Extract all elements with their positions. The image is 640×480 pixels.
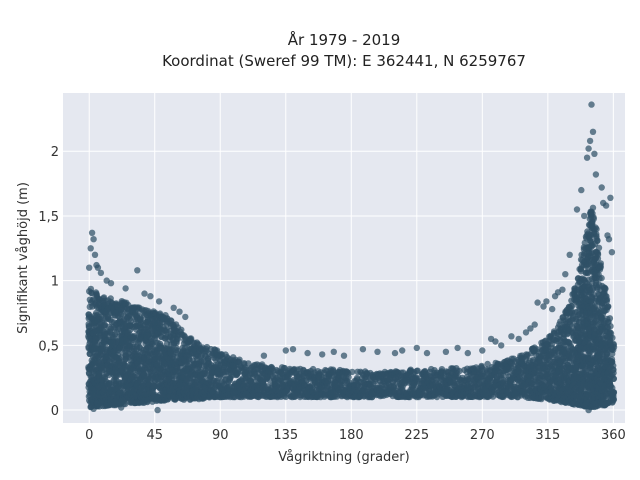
data-point <box>344 369 351 376</box>
data-point <box>478 362 485 370</box>
data-point <box>281 364 288 372</box>
scatter-points <box>85 101 618 414</box>
data-point <box>345 374 352 381</box>
data-point <box>589 204 597 211</box>
data-point <box>586 367 593 374</box>
data-point <box>245 360 252 367</box>
data-point <box>568 302 575 310</box>
data-point <box>199 357 206 364</box>
chart-title: År 1979 - 2019 <box>288 30 401 49</box>
chart-subtitle: Koordinat (Sweref 99 TM): E 362441, N 62… <box>162 52 526 70</box>
data-point <box>538 394 545 401</box>
data-point <box>349 368 356 376</box>
data-point <box>456 367 463 375</box>
data-point <box>568 322 576 330</box>
data-point <box>92 289 100 296</box>
data-point <box>478 367 485 374</box>
data-point <box>174 335 182 343</box>
data-point <box>178 326 185 333</box>
grid-lines <box>63 93 625 423</box>
data-point <box>594 250 602 257</box>
data-point <box>592 224 599 231</box>
data-point <box>414 367 421 374</box>
data-point <box>389 382 397 389</box>
data-point <box>590 215 597 222</box>
data-point <box>533 346 541 353</box>
data-point <box>202 345 210 353</box>
data-point <box>484 360 491 368</box>
